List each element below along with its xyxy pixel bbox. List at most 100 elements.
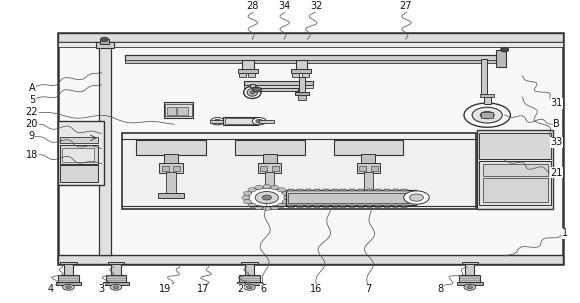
Bar <box>239 73 246 77</box>
Circle shape <box>66 286 71 289</box>
Bar <box>393 205 398 208</box>
Bar <box>484 96 491 104</box>
Bar <box>167 107 176 115</box>
Bar <box>258 88 298 91</box>
Bar <box>465 263 474 276</box>
Bar <box>296 60 307 70</box>
Circle shape <box>63 284 74 290</box>
Bar <box>483 178 548 202</box>
Circle shape <box>248 188 256 192</box>
Bar <box>56 282 81 285</box>
Bar <box>481 59 487 94</box>
Bar <box>297 205 303 208</box>
Bar <box>60 262 77 264</box>
Bar <box>60 137 98 143</box>
Text: 7: 7 <box>365 284 371 295</box>
Circle shape <box>480 112 494 119</box>
Circle shape <box>255 191 278 204</box>
Bar <box>58 33 563 264</box>
Circle shape <box>464 103 510 127</box>
Circle shape <box>271 185 279 190</box>
Bar <box>288 193 415 203</box>
Bar <box>58 275 79 282</box>
Bar <box>58 33 563 42</box>
Bar <box>292 73 299 77</box>
Bar <box>160 163 183 173</box>
Bar <box>477 130 553 209</box>
Circle shape <box>255 185 263 190</box>
Circle shape <box>252 118 266 125</box>
Bar <box>367 189 372 191</box>
Bar <box>306 189 311 191</box>
Bar <box>257 193 282 198</box>
Bar <box>250 84 255 87</box>
Bar <box>258 163 281 173</box>
Bar <box>96 42 114 48</box>
Circle shape <box>263 206 271 211</box>
Bar <box>357 163 380 173</box>
Circle shape <box>277 203 285 207</box>
Bar <box>298 95 306 100</box>
Bar <box>99 47 111 255</box>
Bar <box>136 140 206 155</box>
Ellipse shape <box>250 91 255 94</box>
Text: 32: 32 <box>310 1 322 11</box>
Bar <box>340 205 346 208</box>
Bar <box>332 205 338 208</box>
Bar <box>265 172 274 194</box>
Circle shape <box>467 286 473 289</box>
Text: 33: 33 <box>550 137 563 148</box>
Bar <box>291 69 311 73</box>
Circle shape <box>404 191 429 204</box>
Bar <box>401 205 407 208</box>
Bar <box>483 164 548 176</box>
Text: 9: 9 <box>29 131 35 142</box>
Circle shape <box>214 119 221 123</box>
Bar <box>358 205 364 208</box>
Bar <box>349 205 355 208</box>
Bar <box>259 120 274 123</box>
Circle shape <box>244 284 255 290</box>
Circle shape <box>248 203 256 207</box>
Bar <box>248 73 255 77</box>
Bar <box>332 189 338 191</box>
Bar <box>349 189 355 191</box>
Text: 27: 27 <box>400 1 412 11</box>
Bar <box>125 55 502 61</box>
Ellipse shape <box>244 86 261 98</box>
Bar <box>165 104 192 116</box>
Ellipse shape <box>247 89 258 96</box>
Bar <box>334 140 403 155</box>
Bar <box>496 50 506 67</box>
Bar <box>244 81 313 85</box>
Bar <box>359 166 366 171</box>
Bar <box>367 205 372 208</box>
Bar <box>106 275 126 282</box>
Circle shape <box>277 188 285 192</box>
Bar <box>111 263 121 276</box>
Text: 1: 1 <box>563 228 568 238</box>
Bar <box>302 73 309 77</box>
Bar <box>375 189 381 191</box>
Text: 5: 5 <box>29 95 35 105</box>
Bar <box>158 193 184 198</box>
Bar <box>286 190 416 205</box>
Bar <box>242 60 254 70</box>
Text: 4: 4 <box>48 284 54 295</box>
Circle shape <box>282 200 290 204</box>
Bar <box>364 172 373 194</box>
Bar <box>260 166 267 171</box>
Bar <box>459 275 480 282</box>
Bar <box>237 282 262 285</box>
Bar <box>58 42 563 47</box>
Circle shape <box>100 37 108 42</box>
Bar <box>58 255 563 264</box>
Bar <box>401 189 407 191</box>
Circle shape <box>113 286 119 289</box>
Bar <box>235 140 304 155</box>
Bar <box>164 102 193 118</box>
Bar <box>384 189 390 191</box>
Bar <box>245 263 254 276</box>
Bar <box>299 77 305 92</box>
Circle shape <box>256 119 263 123</box>
